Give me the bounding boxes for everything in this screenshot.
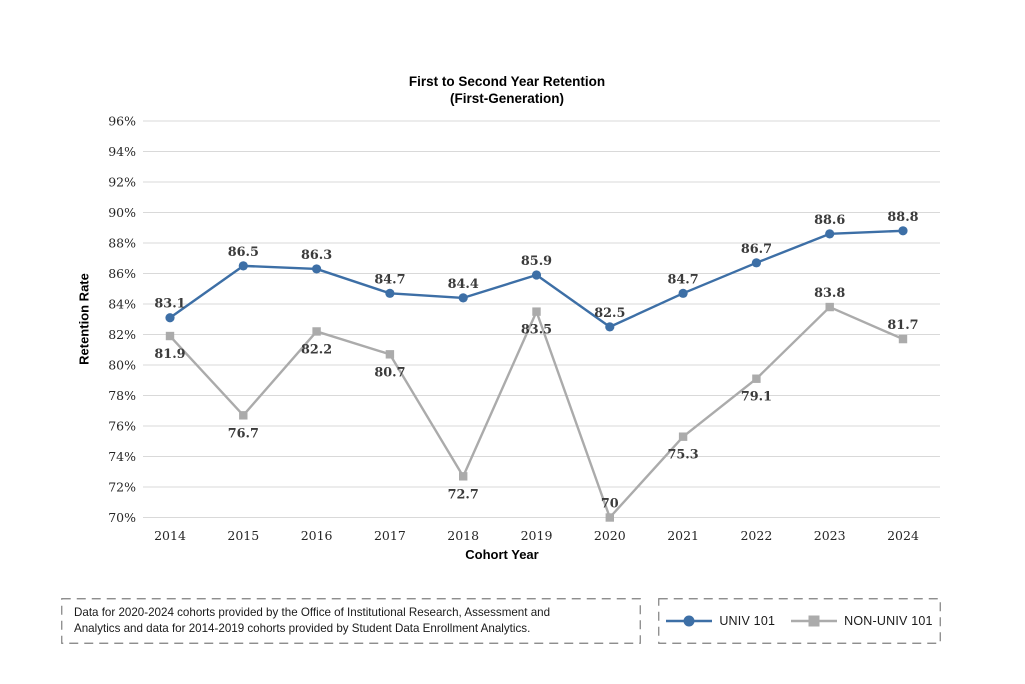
data-label: 85.9 [521,254,552,269]
data-label: 86.5 [228,245,259,260]
data-point-marker [825,229,835,239]
y-axis-title: Retention Rate [76,273,92,365]
footnote-line2: Analytics and data for 2014-2019 cohorts… [74,621,531,635]
svg-text:2023: 2023 [814,528,846,543]
data-point-marker [165,313,175,323]
data-point-marker [531,270,542,280]
data-point-marker [312,327,321,336]
svg-text:80%: 80% [108,358,136,373]
data-label: 79.1 [741,390,772,405]
y-tick-labels: 96% 94% 92% 90% 88% 86% 84% 82% 80% 78% 76% 74% 72% 7… [108,114,136,526]
svg-text:2021: 2021 [667,528,699,543]
series-line [168,305,905,519]
data-point-marker [239,411,248,420]
gridlines [143,120,940,518]
chart-title: First to Second Year Retention (First-Ge… [0,73,1014,107]
data-point-marker [165,331,175,341]
footnote-box: Data for 2020-2024 cohorts provided by t… [61,598,641,644]
data-label: 83.5 [521,323,552,338]
svg-text:2016: 2016 [301,528,333,543]
svg-text:2019: 2019 [521,528,553,543]
data-point-marker [605,513,614,522]
chart-title-line2: (First-Generation) [449,91,564,106]
svg-text:72%: 72% [108,480,136,495]
data-point-marker [751,258,762,268]
data-point-marker [605,322,615,332]
svg-text:82%: 82% [108,327,136,342]
footnote-line1: Data for 2020-2024 cohorts provided by t… [74,606,551,619]
svg-text:88%: 88% [108,236,136,251]
series-non-univ-101: 81.9 76.7 82.2 80.7 72.7 83.5 70 75.3 79.1 83.8 81… [154,286,919,522]
svg-text:76%: 76% [108,419,136,434]
legend: UNIV 101 NON-UNIV 101 [658,598,941,644]
svg-text:90%: 90% [108,205,136,220]
data-point-marker [385,350,395,359]
svg-text:2015: 2015 [227,528,259,543]
data-label: 70 [601,497,619,512]
series-univ-101: 83.1 86.5 86.3 84.7 84.4 85.9 82.5 84.7 86.7 88.6… [154,210,919,332]
x-tick-labels: 2014 2015 2016 2017 2018 2019 2020 2021 2022 2023… [154,528,919,543]
svg-text:2020: 2020 [594,528,626,543]
svg-text:78%: 78% [108,388,136,403]
data-label: 84.7 [374,272,405,287]
svg-text:84%: 84% [108,297,136,312]
data-label: 86.7 [741,242,772,257]
svg-text:2022: 2022 [740,528,772,543]
data-label: 82.2 [301,342,332,357]
footnote-dashed-border [61,598,641,644]
data-point-marker [678,432,688,441]
data-label: 88.6 [814,213,845,228]
data-point-marker [459,472,468,481]
svg-text:2024: 2024 [887,528,919,543]
footnote-text: Data for 2020-2024 cohorts provided by t… [74,605,631,636]
data-label: 75.3 [668,448,699,463]
legend-marker-line-circle-icon [666,615,713,627]
data-point-marker [898,226,908,236]
x-axis-title: Cohort Year [465,547,539,562]
data-label: 84.4 [448,277,479,292]
data-point-marker [898,334,908,344]
data-label: 72.7 [448,487,479,502]
data-label: 81.7 [887,318,918,333]
legend-label-univ-101: UNIV 101 [719,614,776,628]
svg-text:74%: 74% [108,449,136,464]
legend-item-non-univ-101[interactable]: NON-UNIV 101 [791,614,933,628]
legend-marker-line-square-icon [791,615,838,627]
data-label: 88.8 [887,210,918,225]
data-label: 80.7 [374,365,405,380]
data-point-marker [678,288,688,298]
svg-text:2018: 2018 [447,528,479,543]
data-label: 84.7 [668,272,699,287]
data-point-marker [532,307,541,316]
data-label: 82.5 [594,306,625,321]
svg-text:70%: 70% [108,510,136,525]
legend-box: UNIV 101 NON-UNIV 101 [658,598,941,644]
data-label: 83.8 [814,286,845,301]
svg-text:96%: 96% [108,114,136,129]
legend-item-univ-101[interactable]: UNIV 101 [666,614,775,628]
data-point-marker [825,302,834,312]
data-point-marker [752,374,761,383]
data-point-marker [312,264,322,274]
legend-label-non-univ-101: NON-UNIV 101 [844,614,933,628]
data-point-marker [238,261,248,271]
data-label: 76.7 [228,426,259,441]
svg-text:2014: 2014 [154,528,186,543]
data-label: 81.9 [154,347,185,362]
data-label: 86.3 [301,248,332,263]
legend-dashed-border [658,598,941,644]
data-point-marker [458,293,468,303]
data-point-marker [385,288,395,298]
data-label: 83.1 [154,297,185,312]
svg-text:86%: 86% [108,266,136,281]
svg-text:94%: 94% [108,144,136,159]
svg-text:92%: 92% [108,175,136,190]
svg-text:2017: 2017 [374,528,406,543]
retention-line-chart: 96% 94% 92% 90% 88% 86% 84% 82% 80% 78% 76% 74% 72% 7… [108,114,940,543]
chart-title-line1: First to Second Year Retention [408,74,606,89]
